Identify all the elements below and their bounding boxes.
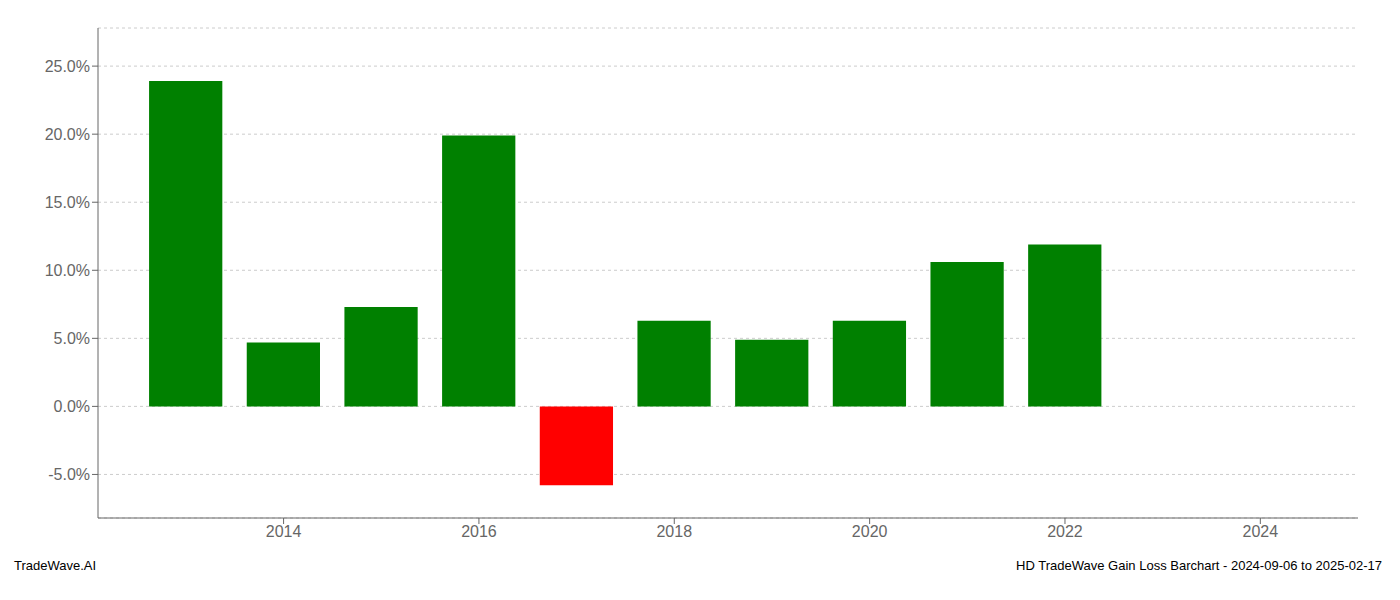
svg-text:5.0%: 5.0% [54, 330, 90, 347]
svg-text:15.0%: 15.0% [45, 194, 90, 211]
html-text:TradeWave.AI: TradeWave.AI [14, 558, 97, 573]
svg-text:2018: 2018 [656, 523, 692, 540]
svg-text:25.0%: 25.0% [45, 58, 90, 75]
svg-text:0.0%: 0.0% [54, 398, 90, 415]
svg-text:2014: 2014 [266, 523, 302, 540]
svg-text:10.0%: 10.0% [45, 262, 90, 279]
html-text:HD TradeWave Gain Loss Barchar: HD TradeWave Gain Loss Barchart - 2024-0… [1016, 558, 1382, 573]
svg-text:2020: 2020 [852, 523, 888, 540]
svg-text:2024: 2024 [1243, 523, 1279, 540]
svg-text:2016: 2016 [461, 523, 497, 540]
svg-text:-5.0%: -5.0% [48, 466, 90, 483]
svg-text:20.0%: 20.0% [45, 126, 90, 143]
svg-text:2022: 2022 [1047, 523, 1083, 540]
